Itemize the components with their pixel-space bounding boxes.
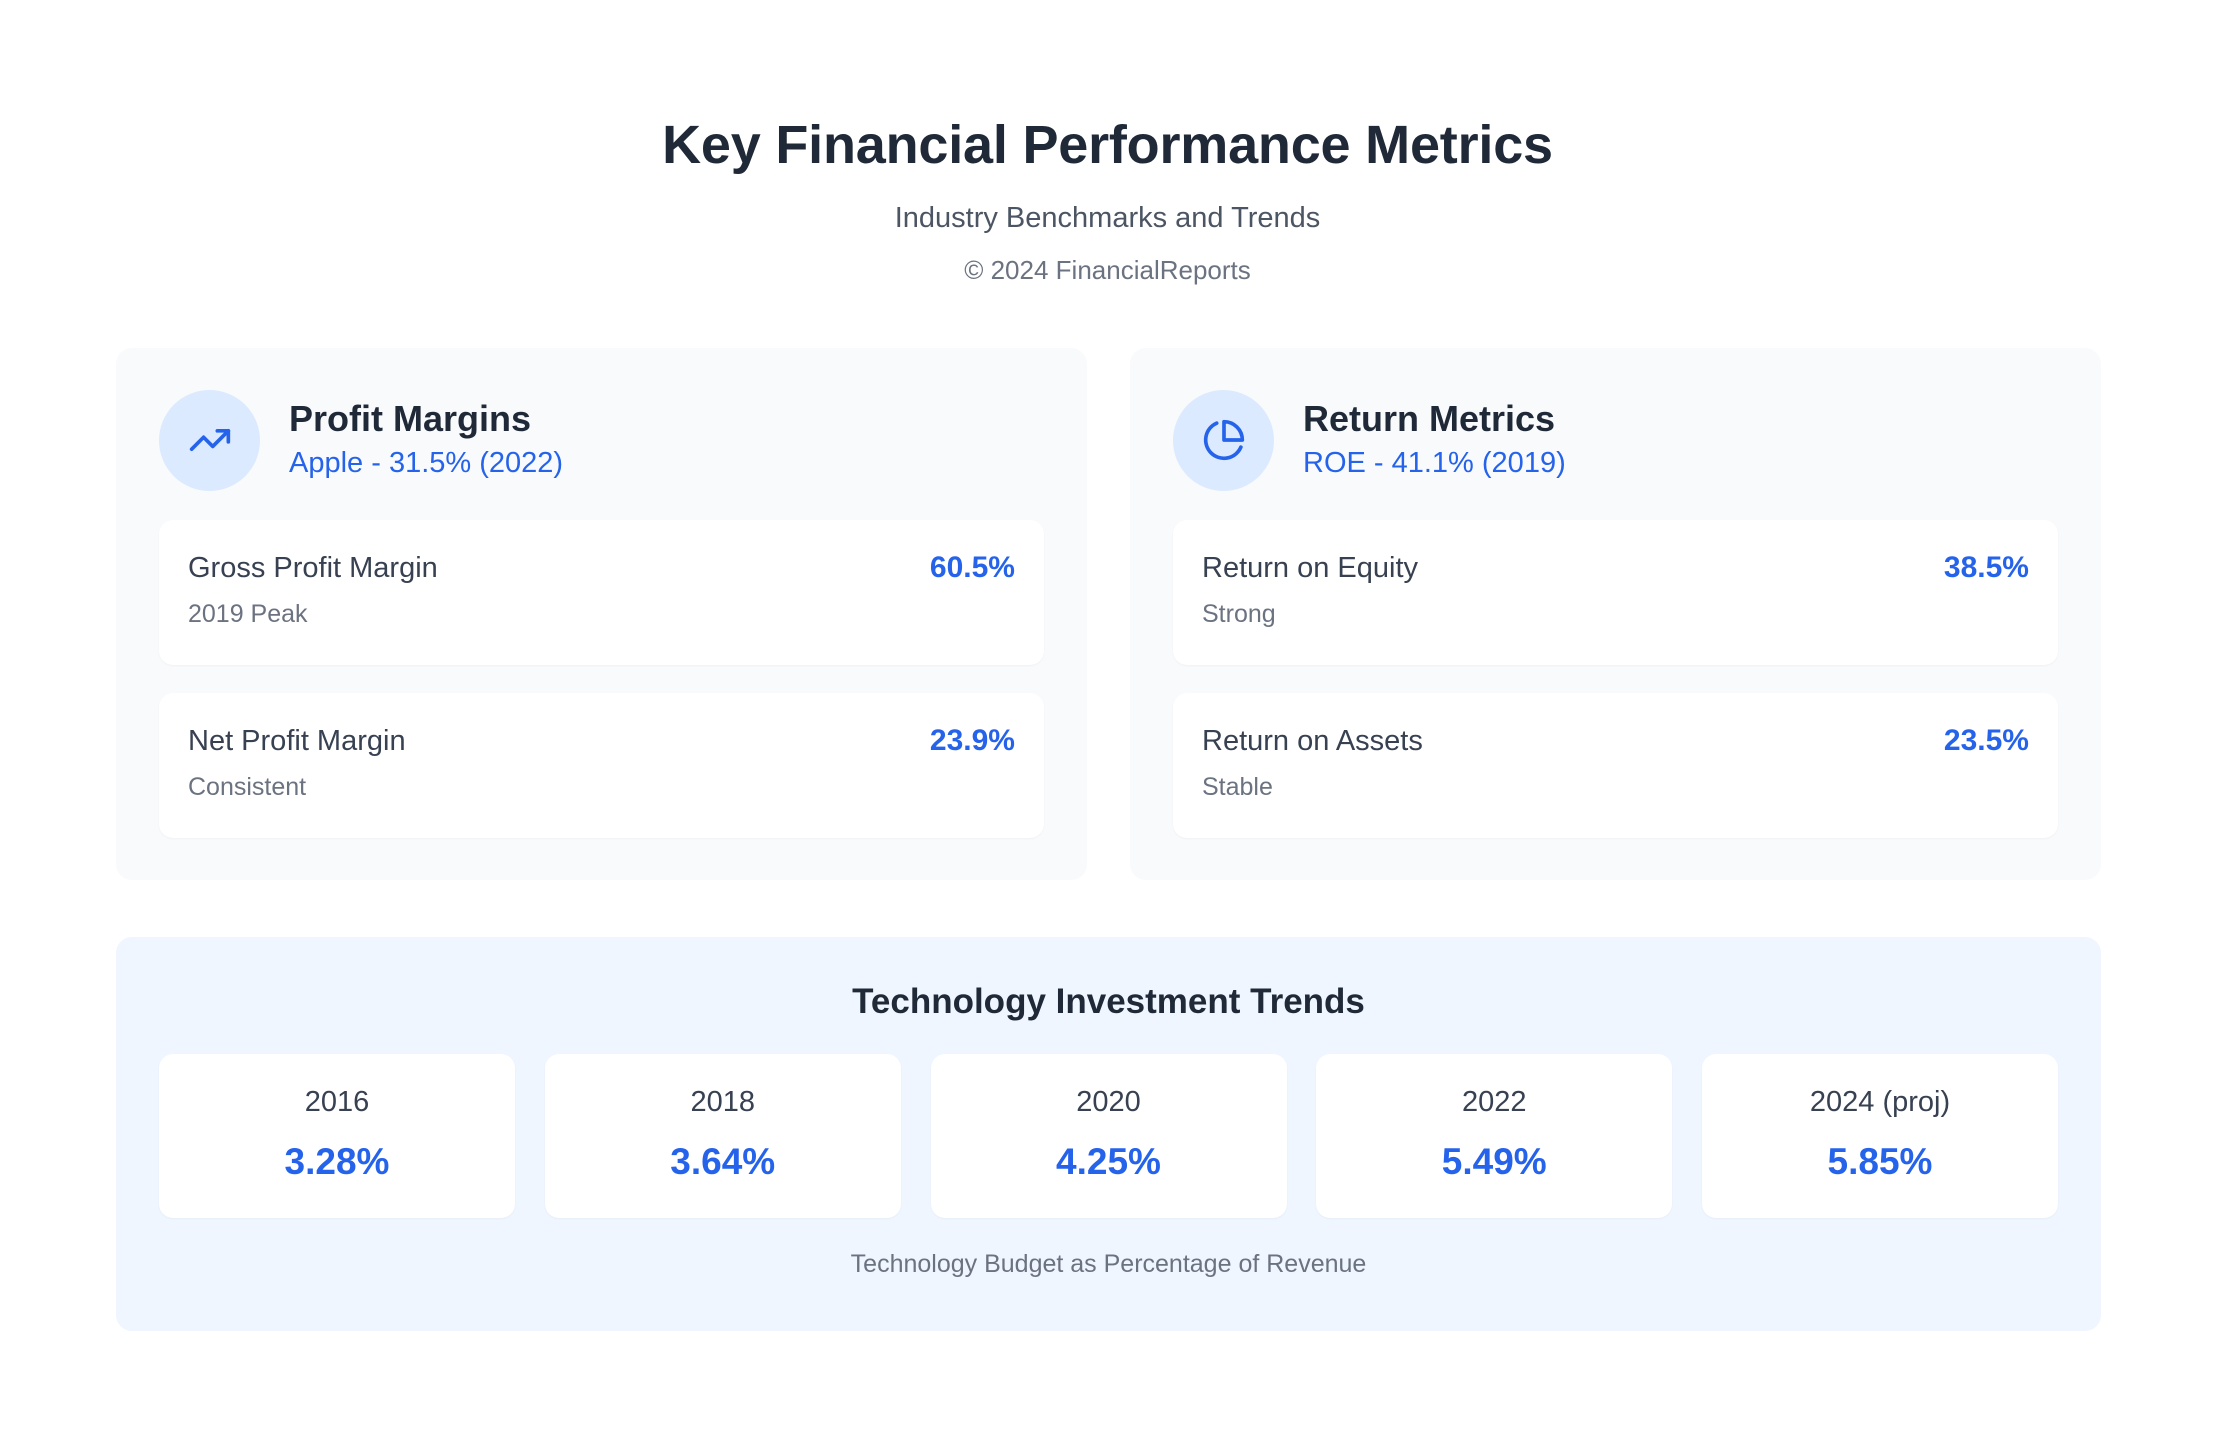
return-metrics-card: Return Metrics ROE - 41.1% (2019) Return… [1130, 348, 2101, 880]
card-highlight: Apple - 31.5% (2022) [289, 447, 564, 479]
trends-caption: Technology Budget as Percentage of Reven… [850, 1250, 1367, 1278]
metric-name: Return on Equity [1202, 552, 1419, 584]
header: Key Financial Performance Metrics Indust… [0, 110, 2215, 286]
metric-name: Net Profit Margin [188, 725, 406, 757]
metric-note: 2019 Peak [188, 600, 308, 628]
trend-year: 2024 (proj) [1809, 1086, 1951, 1118]
trend-item-2020: 2020 4.25% [930, 1054, 1287, 1218]
metric-value: 38.5% [1943, 551, 2029, 584]
metric-name: Gross Profit Margin [188, 552, 438, 584]
card-header: Profit Margins Apple - 31.5% (2022) [159, 389, 1044, 491]
card-highlight: ROE - 41.1% (2019) [1303, 447, 1566, 479]
card-title: Profit Margins [289, 398, 532, 439]
metric-value: 23.9% [929, 724, 1015, 757]
trend-item-2022: 2022 5.49% [1316, 1054, 1673, 1218]
metric-value: 60.5% [929, 551, 1015, 584]
trends-title: Technology Investment Trends [852, 982, 1365, 1021]
trend-value: 5.85% [1827, 1141, 1933, 1182]
metric-net-profit-margin: Net Profit Margin Consistent 23.9% [159, 693, 1044, 838]
trend-year: 2020 [1076, 1086, 1141, 1118]
page-subtitle: Industry Benchmarks and Trends [894, 202, 1321, 234]
metric-return-on-equity: Return on Equity Strong 38.5% [1173, 520, 2058, 665]
trend-item-2016: 2016 3.28% [159, 1054, 515, 1218]
page-title: Key Financial Performance Metrics [662, 115, 1553, 175]
trend-value: 4.25% [1056, 1141, 1161, 1182]
pie-chart-icon [1173, 389, 1274, 491]
metric-gross-profit-margin: Gross Profit Margin 2019 Peak 60.5% [159, 520, 1044, 665]
card-title: Return Metrics [1303, 398, 1556, 439]
metric-note: Stable [1202, 773, 1273, 801]
trend-year: 2018 [690, 1086, 755, 1118]
trend-year: 2022 [1461, 1086, 1527, 1118]
metric-name: Return on Assets [1202, 725, 1423, 757]
technology-trends-panel: Technology Investment Trends 2016 3.28% … [116, 937, 2101, 1331]
metric-note: Strong [1202, 600, 1276, 628]
trend-year: 2016 [304, 1086, 370, 1118]
metric-return-on-assets: Return on Assets Stable 23.5% [1173, 693, 2058, 838]
trends-row: 2016 3.28% 2018 3.64% 2020 4.25% 2022 5.… [159, 1054, 2058, 1218]
trend-value: 5.49% [1441, 1141, 1547, 1182]
trending-up-icon [159, 389, 260, 491]
copyright-text: © 2024 FinancialReports [964, 255, 1251, 285]
trend-value: 3.64% [670, 1141, 776, 1182]
trend-item-2024-proj: 2024 (proj) 5.85% [1702, 1054, 2058, 1218]
trend-item-2018: 2018 3.64% [544, 1054, 901, 1218]
trend-value: 3.28% [284, 1141, 390, 1182]
profit-margins-card: Profit Margins Apple - 31.5% (2022) Gros… [116, 348, 1087, 880]
metric-note: Consistent [188, 773, 307, 801]
card-header: Return Metrics ROE - 41.1% (2019) [1173, 389, 2058, 491]
metric-value: 23.5% [1943, 724, 2029, 757]
